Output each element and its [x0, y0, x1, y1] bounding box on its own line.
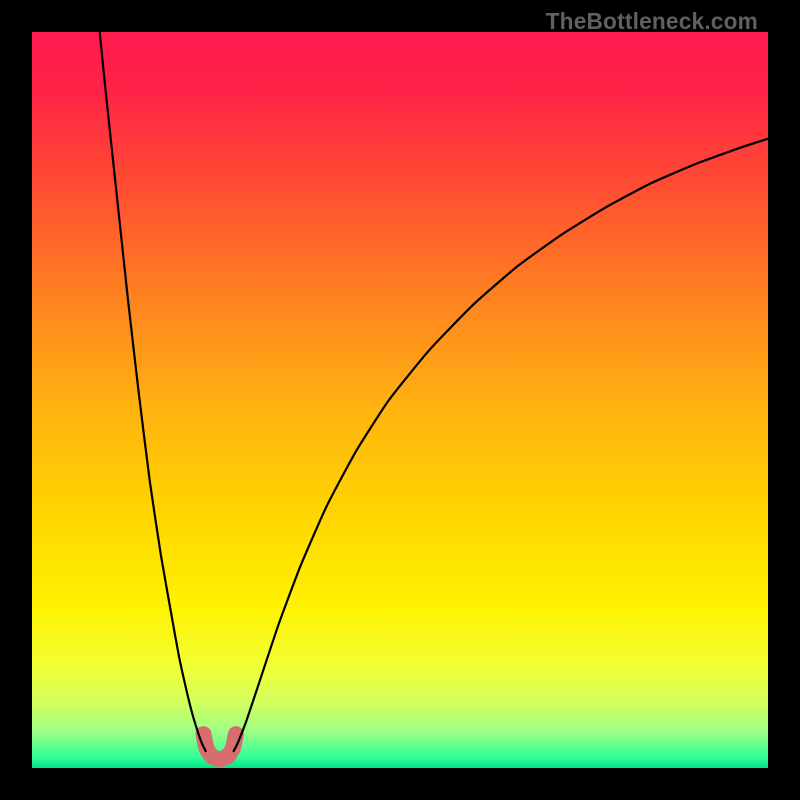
- curve-layer: [32, 32, 768, 768]
- dip-marker: [203, 734, 235, 759]
- curve-right: [234, 139, 768, 751]
- curve-left: [100, 32, 206, 751]
- plot-area: [32, 32, 768, 768]
- watermark-text: TheBottleneck.com: [546, 8, 758, 35]
- chart-root: TheBottleneck.com: [0, 0, 800, 800]
